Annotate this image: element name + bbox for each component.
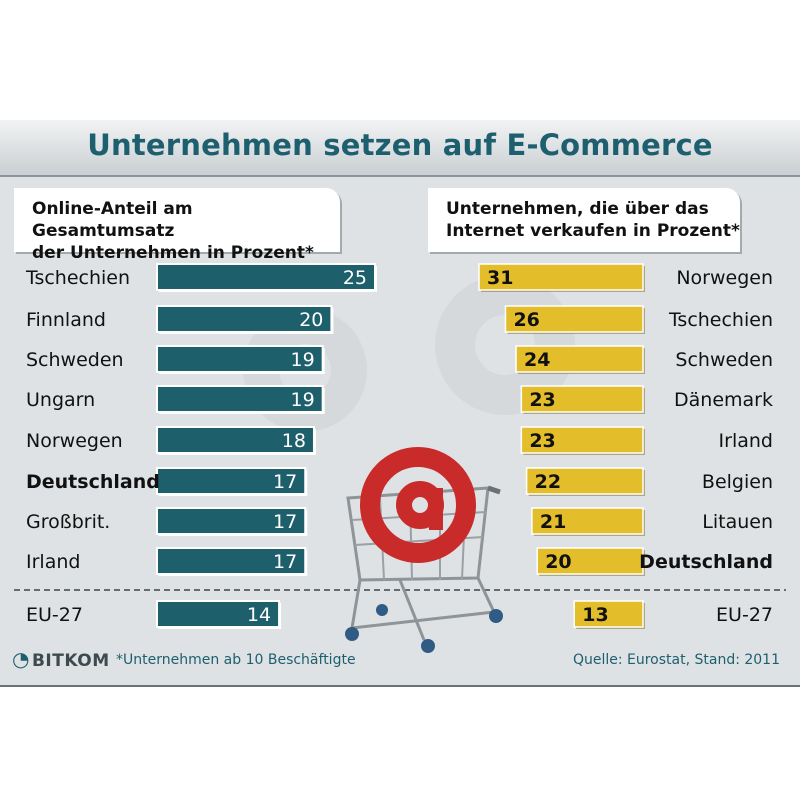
right-bar — [531, 507, 644, 535]
left-bar-value: 19 — [290, 389, 314, 411]
page-title: Unternehmen setzen auf E-Commerce — [87, 128, 713, 162]
right-bar — [520, 426, 644, 454]
right-bar-value: 20 — [545, 551, 571, 573]
right-bar-value: 23 — [529, 389, 555, 411]
left-chart-title: Online-Anteil am Gesamtumsatz der Untern… — [14, 188, 340, 263]
left-bar — [156, 426, 315, 454]
left-bar-value: 18 — [282, 430, 306, 452]
right-bar-value: 31 — [487, 267, 513, 289]
right-chart-title-line-2: Internet verkaufen in Prozent* — [446, 221, 740, 241]
left-bar-value: 14 — [247, 604, 271, 626]
left-category-label: Tschechien — [25, 267, 130, 289]
right-category-label: Belgien — [702, 471, 773, 493]
right-category-label: Tschechien — [668, 309, 773, 331]
right-bar-value: 26 — [513, 309, 539, 331]
left-bar-value: 25 — [343, 267, 367, 289]
footnote: *Unternehmen ab 10 Beschäftigte — [116, 652, 356, 668]
right-bar-value: 22 — [535, 471, 561, 493]
right-bar — [515, 345, 644, 373]
left-category-label: Deutschland — [26, 471, 160, 493]
right-chart-title-line-1: Unternehmen, die über das — [446, 199, 709, 219]
left-chart-title-line-1: Online-Anteil am Gesamtumsatz — [32, 199, 193, 241]
left-category-label: Irland — [26, 551, 80, 573]
right-category-label: Deutschland — [639, 551, 773, 573]
right-bar — [536, 547, 644, 575]
source-note: Quelle: Eurostat, Stand: 2011 — [572, 652, 780, 668]
logo-text: BITKOM — [31, 651, 110, 671]
right-bar — [504, 305, 644, 333]
left-bar-value: 17 — [273, 471, 297, 493]
right-category-label: Dänemark — [674, 389, 773, 411]
right-category-label: EU-27 — [716, 604, 773, 626]
left-category-label: Schweden — [26, 349, 124, 371]
left-bar-value: 19 — [290, 349, 314, 371]
right-bar-value: 21 — [540, 511, 566, 533]
right-category-label: Irland — [719, 430, 773, 452]
left-bar — [156, 385, 324, 413]
left-bar — [156, 547, 307, 575]
left-chart-title-line-2: der Unternehmen in Prozent* — [32, 243, 314, 263]
right-category-label: Norwegen — [676, 267, 773, 289]
left-bar — [156, 507, 307, 535]
left-category-label: Großbrit. — [26, 511, 110, 533]
right-bar — [520, 385, 644, 413]
right-chart-title: Unternehmen, die über das Internet verka… — [428, 188, 740, 252]
left-bar — [156, 263, 376, 291]
right-bar-value: 13 — [582, 604, 608, 626]
left-category-label: EU-27 — [26, 604, 83, 626]
left-bar-value: 17 — [273, 511, 297, 533]
right-bar — [573, 600, 644, 628]
left-bar-value: 20 — [299, 309, 323, 331]
left-category-label: Finnland — [26, 309, 106, 331]
bitkom-logo: ◔ BITKOM — [12, 647, 110, 671]
right-bar — [478, 263, 644, 291]
logo-mark-icon: ◔ — [12, 647, 30, 671]
left-category-label: Ungarn — [26, 389, 95, 411]
left-category-label: Norwegen — [26, 430, 123, 452]
right-category-label: Schweden — [675, 349, 773, 371]
title-bar — [0, 120, 800, 177]
left-bar — [156, 467, 307, 495]
left-bar — [156, 600, 281, 628]
left-bar — [156, 305, 333, 333]
left-bar — [156, 345, 324, 373]
left-bar-value: 17 — [273, 551, 297, 573]
right-bar-value: 23 — [529, 430, 555, 452]
right-bar — [525, 467, 644, 495]
right-category-label: Litauen — [702, 511, 773, 533]
at-sign-icon — [360, 447, 476, 563]
right-bar-value: 24 — [524, 349, 550, 371]
